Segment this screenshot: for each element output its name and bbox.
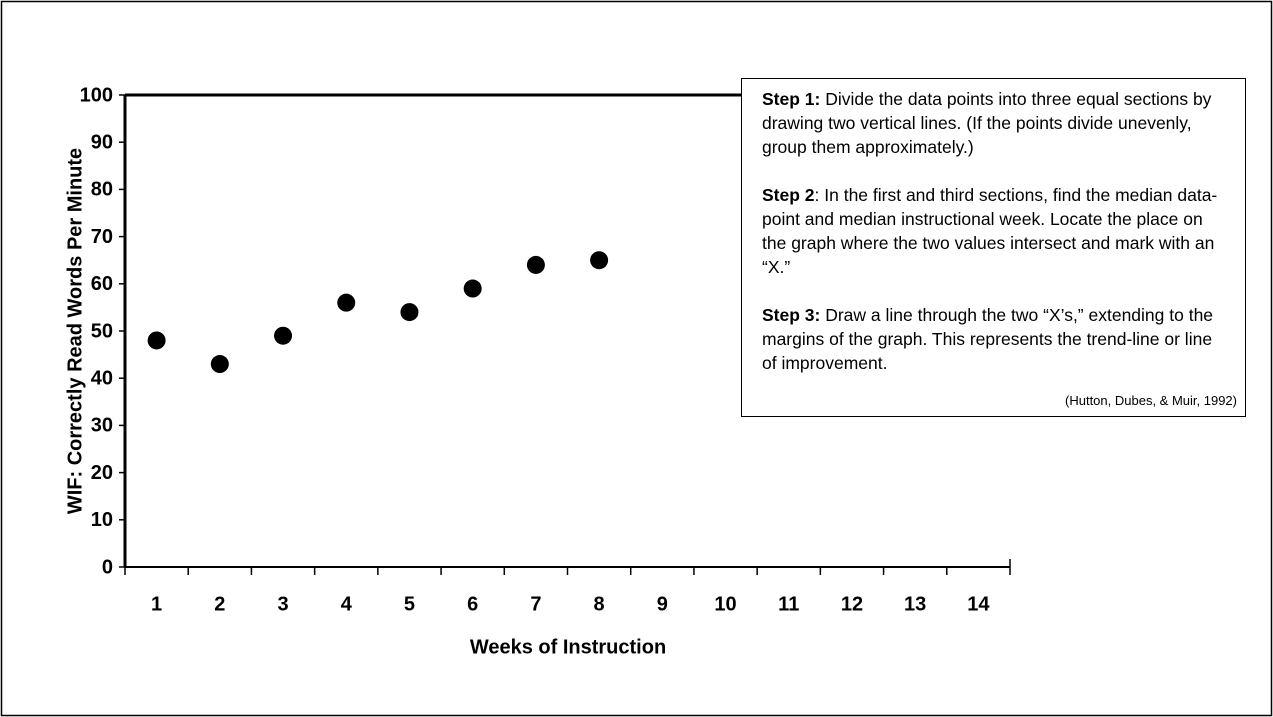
x-tick-label: 1 [151,593,162,615]
x-tick-label: 6 [467,593,478,615]
data-point [210,355,229,374]
y-tick-label: 70 [91,226,113,248]
step-text: Draw a line through the two “X’s,” exten… [762,305,1214,373]
step-paragraph: Step 1: Divide the data points into thre… [762,87,1231,159]
y-tick-label: 40 [91,367,113,389]
data-point [400,303,419,322]
x-tick-label: 2 [214,593,225,615]
x-tick-label: 4 [341,593,353,615]
step-text: : In the first and third sections, find … [762,185,1218,277]
data-point [463,279,482,298]
data-point [337,293,356,312]
step-label: Step 3: [762,305,821,325]
data-point [147,331,166,350]
y-tick-label: 20 [91,462,113,484]
x-tick-label: 11 [778,593,799,615]
x-tick-label: 8 [594,593,605,615]
x-tick-label: 3 [277,593,288,615]
step-paragraph: Step 3: Draw a line through the two “X’s… [762,303,1231,375]
y-tick-label: 10 [91,509,113,531]
x-tick-label: 14 [967,593,990,615]
annotation-box: Step 1: Divide the data points into thre… [741,78,1246,417]
y-tick-label: 0 [102,556,113,578]
y-tick-label: 100 [80,84,113,106]
y-tick-label: 60 [91,273,113,295]
y-tick-label: 90 [91,131,113,153]
data-point [274,326,293,345]
y-axis-title: WIF: Correctly Read Words Per Minute [64,148,86,514]
step-label: Step 1: [762,89,821,109]
x-axis-title: Weeks of Instruction [470,636,666,658]
citation: (Hutton, Dubes, & Muir, 1992) [1065,393,1237,408]
y-tick-label: 80 [91,179,113,201]
x-tick-label: 13 [904,593,926,615]
y-tick-label: 50 [91,320,113,342]
data-point [590,251,609,270]
x-tick-label: 5 [404,593,415,615]
x-tick-label: 10 [714,593,736,615]
y-tick-label: 30 [91,415,113,437]
data-point [526,255,545,274]
step-text: Divide the data points into three equal … [762,89,1212,157]
x-tick-label: 12 [841,593,863,615]
step-paragraph: Step 2: In the first and third sections,… [762,183,1231,279]
x-tick-label: 7 [530,593,541,615]
step-label: Step 2 [762,185,815,205]
x-tick-label: 9 [657,593,668,615]
